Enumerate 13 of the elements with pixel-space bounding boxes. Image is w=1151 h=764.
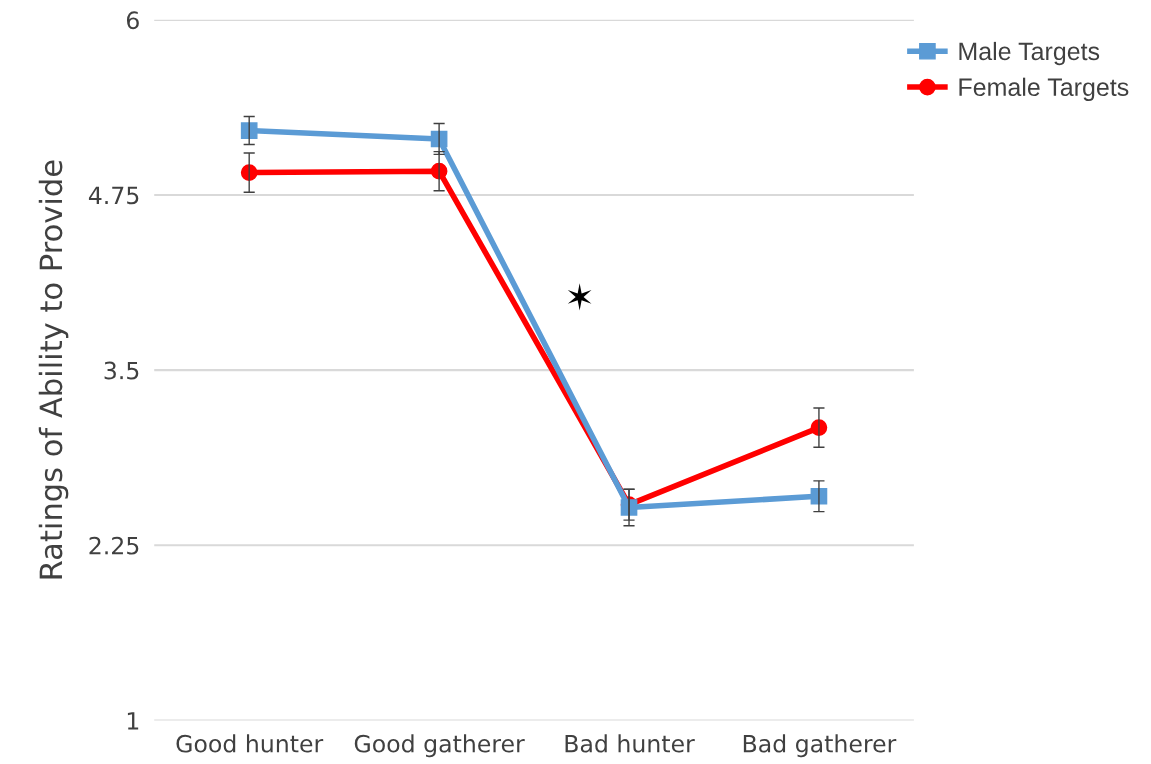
y-axis-title: Ratings of Ability to Provide [38, 160, 69, 579]
x-tick-label: Good hunter [176, 734, 324, 753]
legend-label: Female Targets [959, 77, 1129, 101]
x-tick-label: Bad hunter [565, 734, 695, 753]
x-tick-label: Good gatherer [354, 734, 525, 758]
x-tick-label: Bad gatherer [743, 734, 897, 758]
y-tick-label: 6 [126, 11, 139, 30]
y-tick-label: 4.75 [88, 186, 139, 205]
annotation: ✶ [567, 283, 592, 311]
legend-label: Male Targets [959, 41, 1100, 66]
y-tick-label: 3.5 [104, 361, 139, 380]
y-tick-label: 1 [127, 712, 139, 730]
y-tick-label: 2.25 [89, 536, 139, 555]
